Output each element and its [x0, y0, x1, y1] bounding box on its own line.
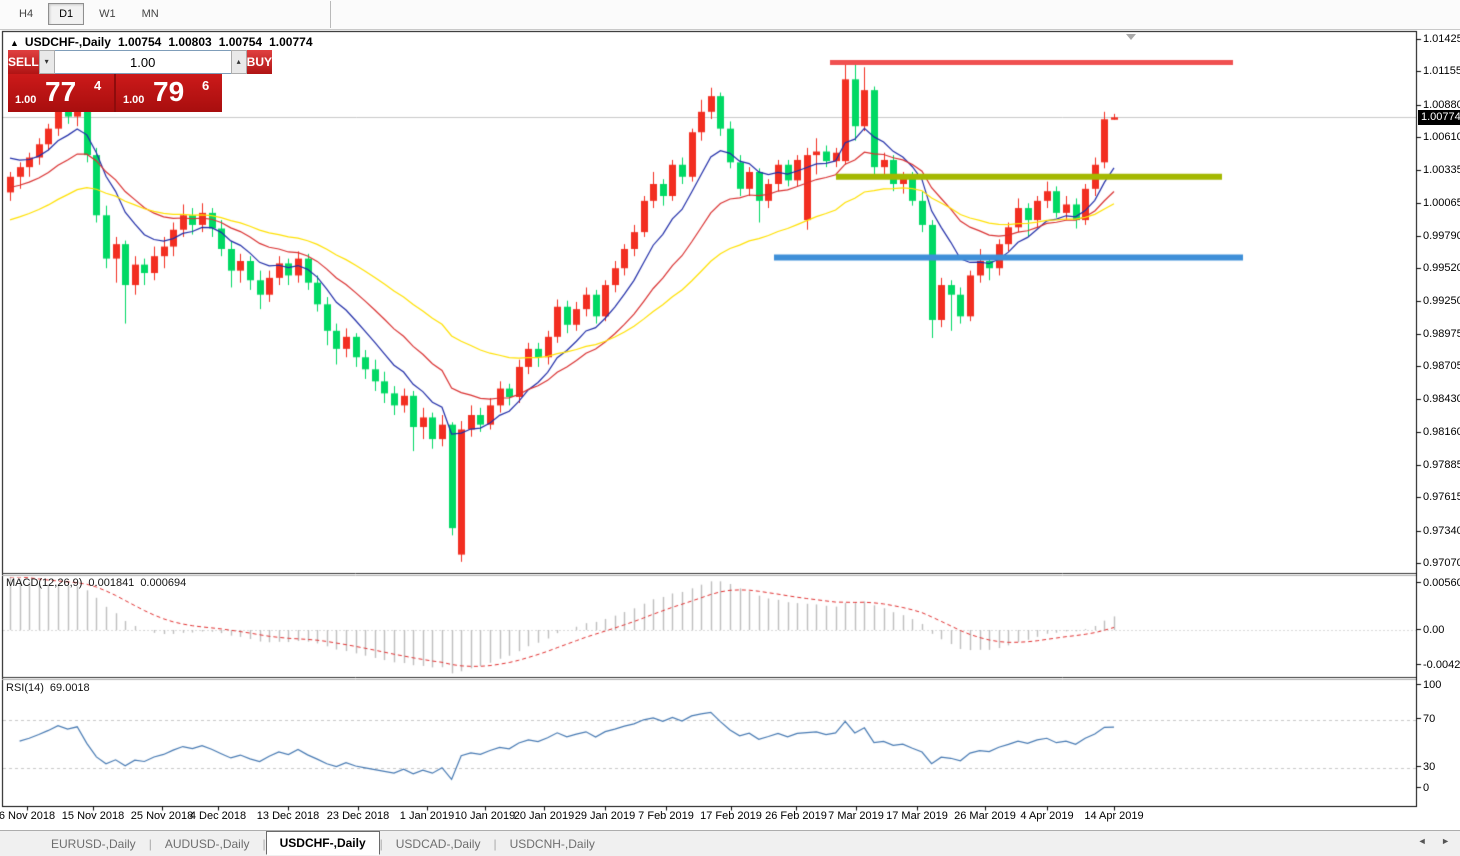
- date-tick-label: 4 Apr 2019: [1020, 810, 1074, 822]
- date-tick-label: 29 Jan 2019: [574, 810, 636, 822]
- volume-input[interactable]: [54, 50, 231, 74]
- buy-price-sup: 6: [202, 78, 210, 93]
- macd-signal-value: 0.000694: [140, 577, 187, 589]
- price-tick-label: 0.97885: [1423, 458, 1460, 471]
- chart-tab-usdchf[interactable]: USDCHF-,Daily: [265, 831, 380, 855]
- macd-tick-label: 0.005602: [1423, 577, 1460, 589]
- sell-button[interactable]: SELL: [8, 50, 39, 74]
- chart-tab-audusd[interactable]: AUDUSD-,Daily: [164, 836, 250, 851]
- timeframe-tab-h4[interactable]: H4: [19, 8, 34, 20]
- buy-price-display[interactable]: 1.00 79 6: [116, 74, 222, 112]
- tab-separator: |: [493, 836, 497, 851]
- macd-name: MACD(12,26,9): [6, 577, 83, 589]
- date-tick-label: 10 Jan 2019: [454, 810, 516, 822]
- date-tick-label: 7 Feb 2019: [638, 810, 694, 822]
- price-tick-label: 0.98430: [1423, 393, 1460, 406]
- chart-tab-usdcad[interactable]: USDCAD-,Daily: [395, 836, 481, 851]
- sell-price-big: 77: [45, 76, 77, 107]
- rsi-tick-label: 100: [1423, 679, 1442, 691]
- price-tick-label: 0.99250: [1423, 294, 1460, 307]
- buy-price-big: 79: [153, 76, 185, 107]
- timeframe-tab-d1[interactable]: D1: [48, 3, 85, 25]
- macd-value: 0.001841: [88, 577, 135, 589]
- date-tick-label: 14 Apr 2019: [1084, 810, 1144, 822]
- rsi-value: 69.0018: [49, 682, 90, 694]
- toolbar-divider: [330, 1, 331, 28]
- macd-indicator-label: MACD(12,26,9) 0.001841 0.000694: [6, 577, 192, 589]
- price-tick-label: 1.00610: [1423, 131, 1460, 144]
- price-tick-label: 1.00065: [1423, 196, 1460, 209]
- volume-increase-icon[interactable]: ▴: [230, 50, 247, 74]
- price-tick-label: 0.97070: [1423, 557, 1460, 570]
- volume-stepper: ▾ ▴: [38, 50, 247, 74]
- date-tick-label: 17 Feb 2019: [700, 810, 762, 822]
- macd-tick-label: 0.00: [1423, 624, 1445, 636]
- rsi-indicator-label: RSI(14) 69.0018: [6, 682, 96, 694]
- date-tick-label: 15 Nov 2018: [61, 810, 125, 822]
- macd-tick-label: -0.004226: [1423, 659, 1460, 671]
- rsi-name: RSI(14): [6, 682, 44, 694]
- price-tick-label: 0.98160: [1423, 425, 1460, 438]
- symbol-title: USDCHF-,Daily: [24, 35, 111, 49]
- chart-tab-usdcnh[interactable]: USDCNH-,Daily: [509, 836, 595, 851]
- timeframe-tabs: H4 D1 W1 MN: [8, 3, 174, 25]
- autoscroll-marker-icon[interactable]: [1126, 34, 1136, 40]
- ohlc-high: 1.00803: [168, 35, 212, 49]
- chart-tabs-bar: EURUSD-,Daily | AUDUSD-,Daily | USDCHF-,Dail…: [0, 830, 1460, 856]
- date-tick-label: 1 Jan 2019: [399, 810, 455, 822]
- ohlc-low: 1.00754: [218, 35, 263, 49]
- date-tick-label: 26 Feb 2019: [765, 810, 827, 822]
- price-tick-label: 0.97615: [1423, 491, 1460, 504]
- scroll-right-icon[interactable]: ►: [1441, 836, 1450, 846]
- one-click-trading-panel: SELL ▾ ▴ BUY 1.00 77 4 1.00 79 6: [8, 50, 273, 112]
- volume-decrease-icon[interactable]: ▾: [38, 50, 55, 74]
- rsi-tick-label: 0: [1423, 782, 1430, 794]
- date-tick-label: 26 Mar 2019: [954, 810, 1016, 822]
- current-price-tag: 1.00774: [1418, 110, 1460, 125]
- tab-separator: |: [262, 836, 266, 851]
- tab-separator: |: [379, 836, 383, 851]
- price-tick-label: 0.99790: [1423, 229, 1460, 242]
- price-tick-label: 1.01425: [1423, 33, 1460, 45]
- price-tick-label: 0.99520: [1423, 262, 1460, 275]
- price-tick-label: 0.98705: [1423, 360, 1460, 373]
- symbol-ohlc-header: ▲ USDCHF-,Daily 1.00754 1.00803 1.00754 1.007…: [10, 35, 313, 49]
- date-tick-label: 20 Jan 2019: [513, 810, 575, 822]
- date-tick-label: 23 Dec 2018: [326, 810, 390, 822]
- chart-tab-eurusd[interactable]: EURUSD-,Daily: [51, 836, 136, 851]
- ohlc-close: 1.00774: [269, 35, 313, 49]
- date-tick-label: 17 Mar 2019: [886, 810, 948, 822]
- tab-separator: |: [148, 836, 152, 851]
- sell-price-display[interactable]: 1.00 77 4: [8, 74, 114, 112]
- sell-price-sup: 4: [94, 78, 102, 93]
- date-tick-label: 7 Mar 2019: [828, 810, 884, 822]
- timeframe-tab-w1[interactable]: W1: [99, 8, 116, 20]
- buy-button[interactable]: BUY: [246, 50, 273, 74]
- buy-price-prefix: 1.00: [123, 94, 145, 106]
- collapse-panel-icon[interactable]: ▲: [10, 38, 19, 48]
- scroll-left-icon[interactable]: ◄: [1417, 836, 1427, 846]
- date-tick-label: 25 Nov 2018: [130, 810, 194, 822]
- horizontal-scrollbar: ◄ ►: [1406, 836, 1450, 846]
- ohlc-open: 1.00754: [117, 35, 162, 49]
- price-tick-label: 0.98975: [1423, 327, 1460, 340]
- rsi-tick-label: 70: [1423, 713, 1436, 725]
- timeframe-toolbar: H4 D1 W1 MN: [0, 0, 1460, 30]
- rsi-tick-label: 30: [1423, 761, 1436, 773]
- sell-price-prefix: 1.00: [15, 94, 37, 106]
- price-tick-label: 1.00880: [1423, 98, 1460, 111]
- date-tick-label: 6 Nov 2018: [0, 810, 56, 822]
- date-tick-label: 4 Dec 2018: [189, 810, 247, 822]
- timeframe-tab-mn[interactable]: MN: [141, 8, 159, 20]
- price-tick-label: 1.01155: [1423, 65, 1460, 78]
- date-tick-label: 13 Dec 2018: [256, 810, 320, 822]
- price-tick-label: 1.00335: [1423, 164, 1460, 177]
- price-tick-label: 0.97340: [1423, 524, 1460, 537]
